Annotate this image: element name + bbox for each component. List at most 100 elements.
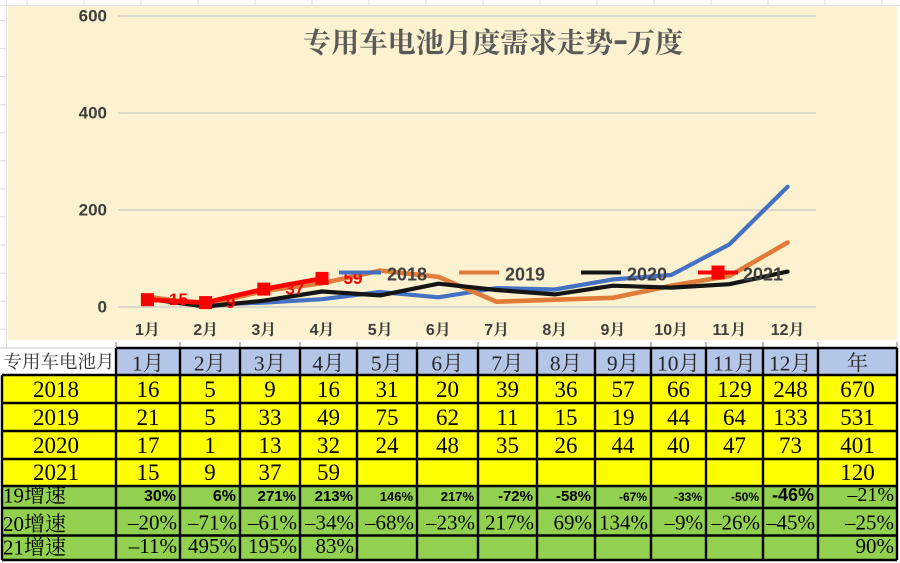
svg-text:195%: 195% xyxy=(248,534,297,558)
svg-text:–9%: –9% xyxy=(664,511,704,535)
svg-text:–68%: –68% xyxy=(364,511,414,535)
svg-text:9: 9 xyxy=(204,460,216,485)
svg-text:–20%: –20% xyxy=(127,511,177,535)
svg-text:5: 5 xyxy=(368,322,377,339)
svg-text:–11%: –11% xyxy=(128,534,177,558)
svg-text:36: 36 xyxy=(555,377,578,402)
svg-text:271%: 271% xyxy=(258,488,296,505)
svg-text:–23%: –23% xyxy=(425,511,475,535)
svg-text:6: 6 xyxy=(431,352,442,376)
svg-text:12: 12 xyxy=(771,322,789,339)
svg-text:0: 0 xyxy=(98,298,107,317)
svg-text:39: 39 xyxy=(496,377,519,402)
svg-text:47: 47 xyxy=(723,433,746,458)
svg-text:44: 44 xyxy=(667,405,691,430)
svg-text:4: 4 xyxy=(310,322,319,339)
svg-text:21: 21 xyxy=(3,536,24,560)
svg-text:32: 32 xyxy=(317,433,340,458)
svg-text:2020: 2020 xyxy=(33,433,79,458)
svg-text:17: 17 xyxy=(137,433,160,458)
svg-text:-72%: -72% xyxy=(498,488,533,505)
svg-text:26: 26 xyxy=(555,433,578,458)
svg-text:13: 13 xyxy=(259,433,282,458)
svg-text:2019: 2019 xyxy=(505,265,545,285)
svg-text:69%: 69% xyxy=(554,511,593,535)
svg-text:2: 2 xyxy=(193,322,202,339)
svg-text:12: 12 xyxy=(769,352,791,376)
svg-text:15: 15 xyxy=(169,290,188,309)
svg-text:-67%: -67% xyxy=(619,490,647,504)
svg-text:5: 5 xyxy=(204,377,216,402)
svg-text:73: 73 xyxy=(779,433,802,458)
svg-text:248: 248 xyxy=(773,377,808,402)
svg-text:–34%: –34% xyxy=(304,511,354,535)
svg-text:6%: 6% xyxy=(213,488,236,505)
svg-text:-33%: -33% xyxy=(674,490,702,504)
svg-text:33: 33 xyxy=(259,405,282,430)
svg-text:2: 2 xyxy=(194,352,205,376)
svg-text:16: 16 xyxy=(137,377,160,402)
svg-text:11: 11 xyxy=(713,322,730,339)
svg-text:2019: 2019 xyxy=(33,405,79,430)
svg-text:–61%: –61% xyxy=(247,511,297,535)
svg-text:–45%: –45% xyxy=(765,511,815,535)
svg-text:2018: 2018 xyxy=(33,377,79,402)
svg-text:44: 44 xyxy=(612,433,636,458)
svg-text:400: 400 xyxy=(79,104,107,123)
svg-text:90%: 90% xyxy=(856,534,895,558)
svg-text:3: 3 xyxy=(254,352,265,376)
svg-text:9: 9 xyxy=(226,293,235,312)
svg-text:217%: 217% xyxy=(441,489,475,504)
svg-text:-58%: -58% xyxy=(556,488,591,505)
svg-text:–25%: –25% xyxy=(844,511,894,535)
svg-text:49: 49 xyxy=(317,405,340,430)
svg-text:217%: 217% xyxy=(485,511,534,535)
svg-text:62: 62 xyxy=(436,405,459,430)
svg-text:3: 3 xyxy=(251,322,260,339)
svg-text:-50%: -50% xyxy=(731,490,759,504)
svg-text:64: 64 xyxy=(723,405,747,430)
svg-text:11: 11 xyxy=(496,405,518,430)
svg-text:37: 37 xyxy=(259,460,282,485)
svg-text:20: 20 xyxy=(3,512,24,536)
svg-text:35: 35 xyxy=(496,433,519,458)
svg-text:120: 120 xyxy=(840,460,875,485)
svg-text:24: 24 xyxy=(376,433,400,458)
svg-text:1: 1 xyxy=(204,433,216,458)
svg-text:8: 8 xyxy=(550,352,561,376)
svg-text:9: 9 xyxy=(601,322,610,339)
svg-text:7: 7 xyxy=(491,352,502,376)
svg-text:134%: 134% xyxy=(599,511,648,535)
svg-text:133: 133 xyxy=(773,405,808,430)
svg-text:20: 20 xyxy=(436,377,459,402)
svg-text:1: 1 xyxy=(132,352,143,376)
svg-text:2021: 2021 xyxy=(33,460,79,485)
svg-text:1: 1 xyxy=(135,322,144,339)
svg-text:129: 129 xyxy=(717,377,752,402)
svg-text:15: 15 xyxy=(555,405,578,430)
svg-text:57: 57 xyxy=(612,377,635,402)
svg-text:531: 531 xyxy=(840,405,875,430)
svg-text:–21%: –21% xyxy=(846,484,894,506)
svg-text:66: 66 xyxy=(667,377,690,402)
svg-text:40: 40 xyxy=(667,433,690,458)
svg-text:5: 5 xyxy=(371,352,382,376)
svg-text:600: 600 xyxy=(79,7,107,26)
svg-text:401: 401 xyxy=(840,433,875,458)
svg-text:–26%: –26% xyxy=(710,511,760,535)
svg-text:48: 48 xyxy=(436,433,459,458)
svg-text:2020: 2020 xyxy=(627,265,667,285)
svg-text:59: 59 xyxy=(317,460,340,485)
svg-text:200: 200 xyxy=(79,201,107,220)
svg-text:-46%: -46% xyxy=(772,485,814,505)
svg-text:11: 11 xyxy=(713,352,734,376)
svg-text:37: 37 xyxy=(285,280,304,299)
svg-text:8: 8 xyxy=(542,322,551,339)
svg-text:670: 670 xyxy=(840,377,875,402)
svg-text:75: 75 xyxy=(376,405,399,430)
svg-text:10: 10 xyxy=(654,322,672,339)
svg-text:15: 15 xyxy=(137,460,160,485)
svg-text:19: 19 xyxy=(612,405,635,430)
svg-text:10: 10 xyxy=(657,352,679,376)
svg-text:2021: 2021 xyxy=(743,265,783,285)
